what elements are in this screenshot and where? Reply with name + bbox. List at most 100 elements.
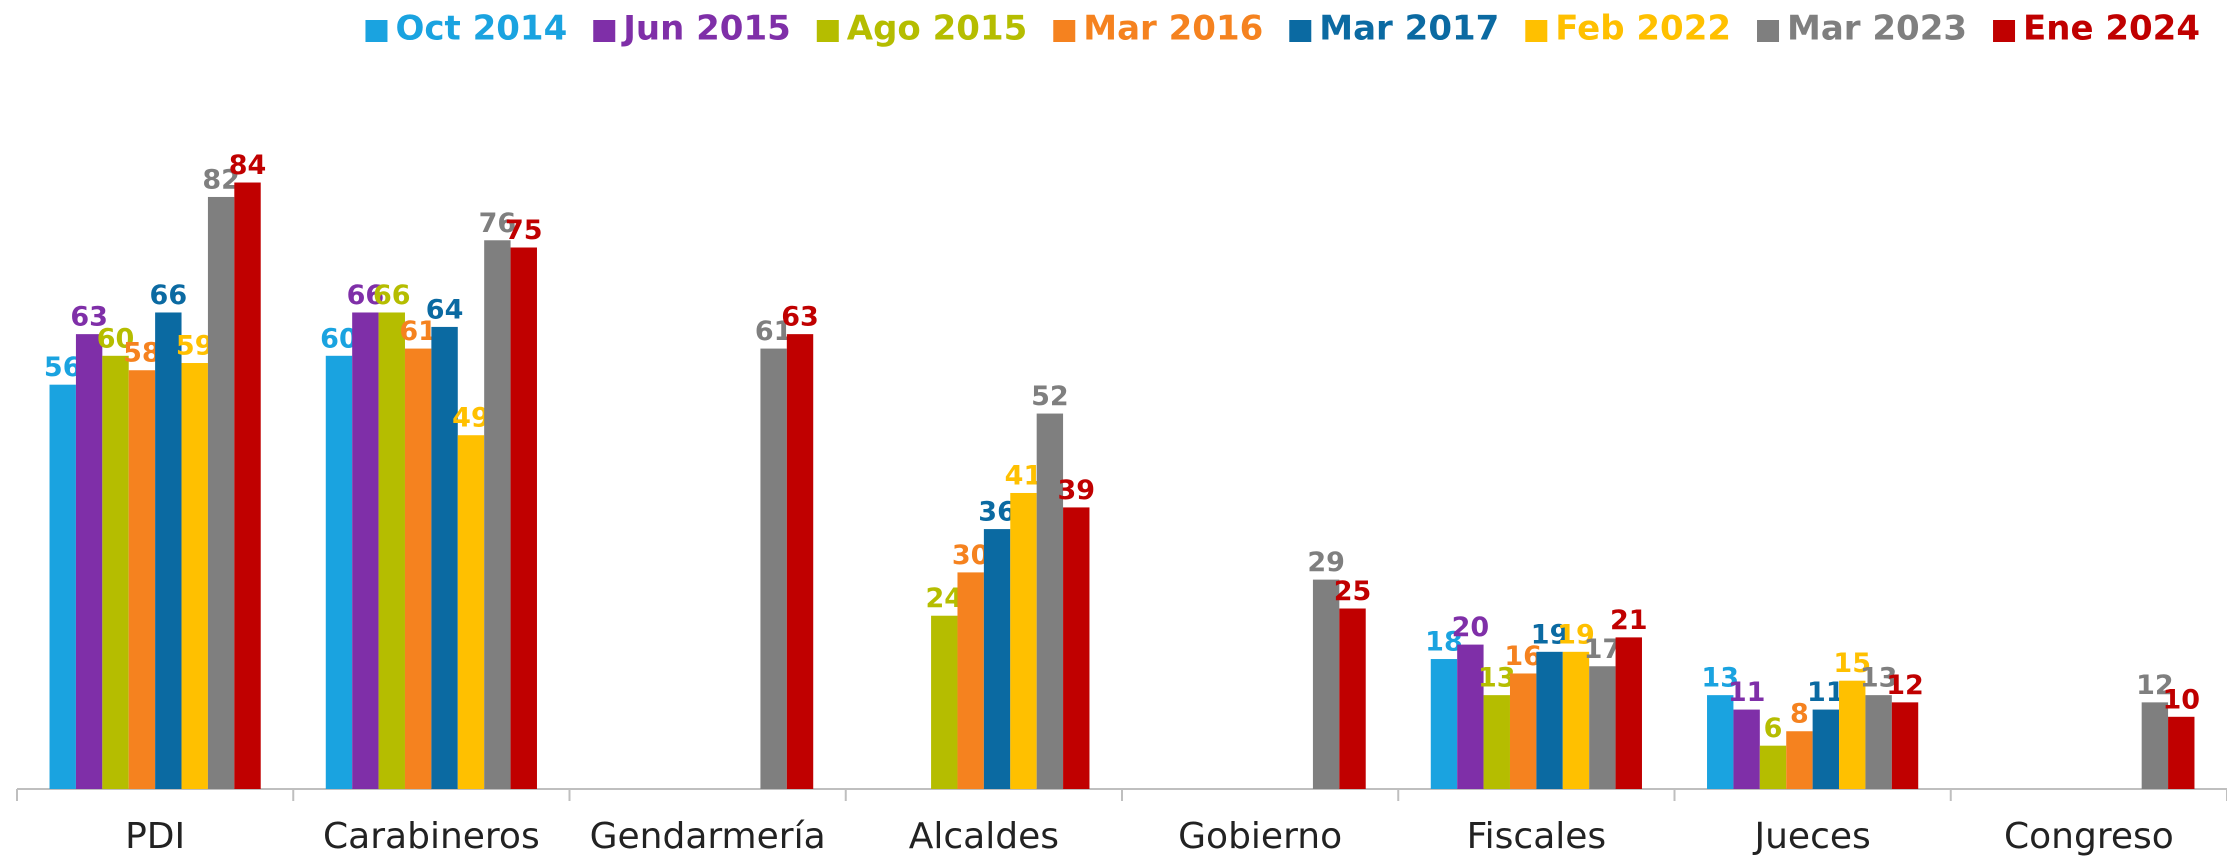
data-label: 25 [1334,576,1372,607]
bar [1536,651,1563,789]
bar [155,312,182,789]
bar [1589,666,1616,789]
x-tick-label: Fiscales [1467,816,1607,856]
bar [2168,716,2195,789]
data-label: 52 [1031,381,1069,412]
bar [207,196,235,789]
data-label: 19 [1531,619,1569,650]
data-label: 15 [1833,648,1871,679]
bar [325,355,353,789]
bar [404,348,432,789]
data-label: 11 [1728,677,1766,708]
bar [1036,413,1064,789]
bar [1812,709,1840,789]
bar [760,348,787,789]
bar [510,247,537,789]
x-tick-label: Gobierno [1178,816,1342,856]
bar [983,529,1011,789]
bar [181,363,208,789]
bar [128,370,156,789]
bar [1891,702,1919,789]
legend-swatch [1289,20,1312,42]
data-label: 13 [1478,663,1516,694]
legend-label: Mar 2023 [1787,9,1967,49]
legend-swatch [1525,20,1548,42]
data-label: 63 [70,302,108,333]
bar [1010,492,1037,789]
x-tick-label: PDI [125,816,185,856]
data-label: 41 [1005,460,1043,491]
bar [1707,695,1734,789]
data-label: 58 [123,338,161,369]
data-label: 61 [755,316,793,347]
data-label: 36 [978,497,1016,528]
legend-label: Mar 2017 [1319,9,1499,49]
data-label: 61 [399,316,437,347]
bar [1457,644,1484,789]
bar [1865,695,1892,789]
x-tick-label: Congreso [2004,816,2174,856]
bar [786,334,814,789]
data-label: 30 [952,540,990,571]
x-tick-label: Gendarmería [590,816,826,856]
bar [484,240,511,789]
x-tick-label: Carabineros [323,816,540,856]
data-label: 21 [1610,605,1648,636]
bar [234,182,261,789]
data-label: 24 [925,583,963,614]
bar [957,572,984,789]
legend-swatch [593,20,616,42]
legend-swatch [365,20,388,42]
data-label: 49 [452,403,490,434]
bar [431,326,458,789]
data-label: 13 [1860,663,1898,694]
data-label: 12 [2136,670,2174,701]
data-label: 11 [1807,677,1845,708]
bar [457,435,485,789]
data-label: 63 [781,302,819,333]
data-label: 12 [1886,670,1924,701]
legend-label: Ene 2024 [2023,9,2200,49]
bar [1063,507,1090,789]
bar [1312,579,1340,789]
bar [1509,673,1537,789]
bar [1786,731,1813,789]
bar [49,384,76,789]
data-label: 76 [479,208,517,239]
bar [378,312,405,789]
data-label: 20 [1452,612,1490,643]
data-label: 56 [44,352,82,383]
legend-swatch [816,20,839,42]
data-label: 16 [1504,641,1542,672]
data-label: 66 [347,280,385,311]
legend-swatch [1053,20,1076,42]
bar [1733,709,1760,789]
data-label: 84 [229,150,267,181]
legend-swatch [1757,20,1780,42]
bar [1759,745,1787,789]
legend-label: Ago 2015 [847,9,1027,49]
legend-swatch [1993,20,2016,42]
data-label: 82 [202,164,240,195]
data-label: 8 [1790,699,1809,730]
data-label: 64 [426,294,464,325]
data-label: 6 [1764,713,1783,744]
data-label: 17 [1584,634,1622,665]
bar [1562,651,1590,789]
legend-label: Oct 2014 [395,9,567,49]
bar [1430,659,1458,789]
data-label: 60 [97,323,135,354]
data-label: 19 [1557,619,1595,650]
data-label: 75 [505,215,543,246]
legend-label: Mar 2016 [1083,9,1263,49]
bar [931,615,958,789]
data-label: 59 [176,331,214,362]
data-label: 66 [150,280,188,311]
data-label: 66 [373,280,411,311]
x-tick-label: Alcaldes [909,816,1059,856]
bar [102,355,129,789]
data-label: 29 [1307,547,1345,578]
bar [75,334,103,789]
